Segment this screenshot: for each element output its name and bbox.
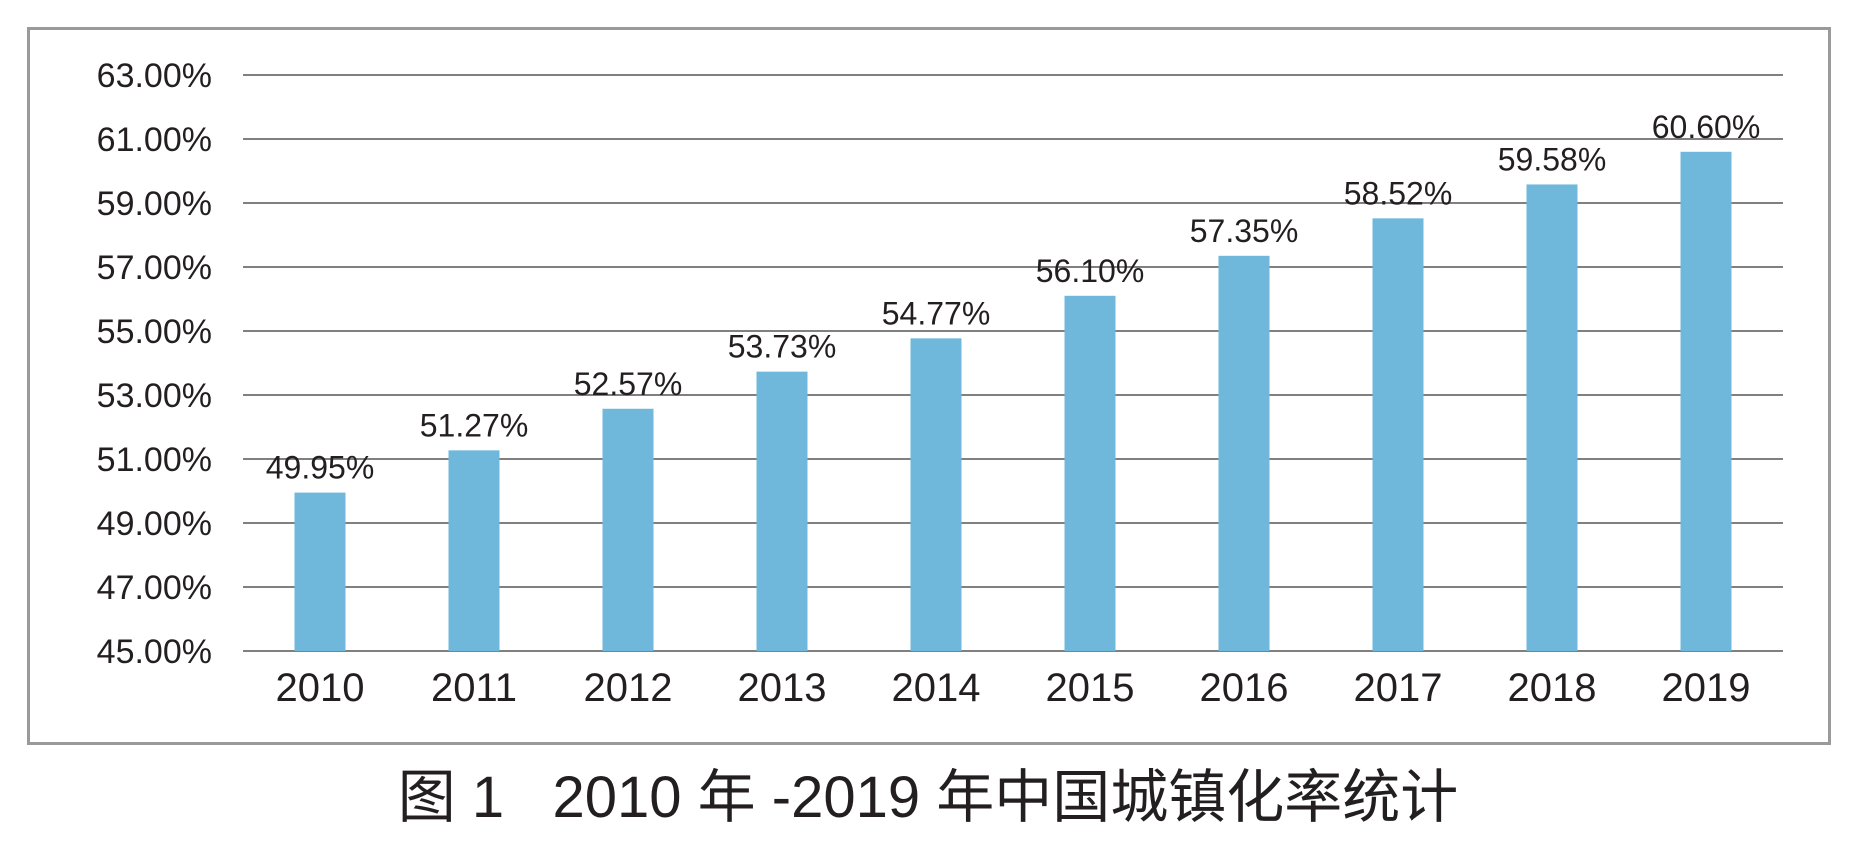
data-label: 57.35% — [1190, 213, 1299, 249]
data-labels: 49.95% 51.27% 52.57% 53.73% 54.77% 56.10% 57.3… — [266, 109, 1761, 486]
bar — [1680, 151, 1732, 652]
y-tick-label: 55.00% — [97, 313, 212, 351]
bar — [1064, 295, 1116, 651]
y-axis-ticks: 45.00% 47.00% 49.00% 51.00% 53.00% 55.00% 57.0… — [97, 57, 212, 671]
y-tick-label: 61.00% — [97, 121, 212, 159]
data-label: 59.58% — [1498, 141, 1607, 177]
x-tick-label: 2014 — [892, 666, 981, 710]
y-tick-label: 47.00% — [97, 569, 212, 607]
data-label: 56.10% — [1036, 253, 1145, 289]
data-label: 60.60% — [1652, 109, 1761, 145]
data-label: 53.73% — [728, 329, 837, 365]
data-label: 52.57% — [574, 366, 683, 402]
data-label: 58.52% — [1344, 175, 1453, 211]
y-tick-label: 51.00% — [97, 441, 212, 479]
x-tick-label: 2018 — [1508, 666, 1597, 710]
x-tick-label: 2016 — [1200, 666, 1289, 710]
bars — [294, 151, 1732, 652]
bar — [602, 408, 654, 651]
data-label: 54.77% — [882, 295, 991, 331]
bar — [294, 492, 346, 651]
figure-caption: 图 1 2010 年 -2019 年中国城镇化率统计 — [397, 765, 1459, 830]
data-label: 51.27% — [420, 407, 529, 443]
bar — [756, 371, 808, 651]
x-tick-label: 2011 — [431, 666, 517, 710]
bar — [1372, 218, 1424, 652]
y-tick-label: 45.00% — [97, 633, 212, 671]
bar — [1526, 184, 1578, 651]
bar — [1218, 255, 1270, 652]
x-tick-label: 2010 — [276, 666, 365, 710]
bar — [910, 338, 962, 651]
x-tick-label: 2012 — [584, 666, 673, 710]
y-tick-label: 59.00% — [97, 185, 212, 223]
y-tick-label: 49.00% — [97, 505, 212, 543]
x-axis-ticks: 2010 2011 2012 2013 2014 2015 2016 2017 2018 2019 — [276, 666, 1751, 710]
x-tick-label: 2015 — [1046, 666, 1135, 710]
y-tick-label: 57.00% — [97, 249, 212, 287]
gridlines — [243, 74, 1783, 652]
x-tick-label: 2019 — [1662, 666, 1751, 710]
y-tick-label: 53.00% — [97, 377, 212, 415]
x-tick-label: 2017 — [1354, 666, 1443, 710]
data-label: 49.95% — [266, 450, 375, 486]
y-tick-label: 63.00% — [97, 57, 212, 95]
x-tick-label: 2013 — [738, 666, 827, 710]
bar — [448, 450, 500, 651]
